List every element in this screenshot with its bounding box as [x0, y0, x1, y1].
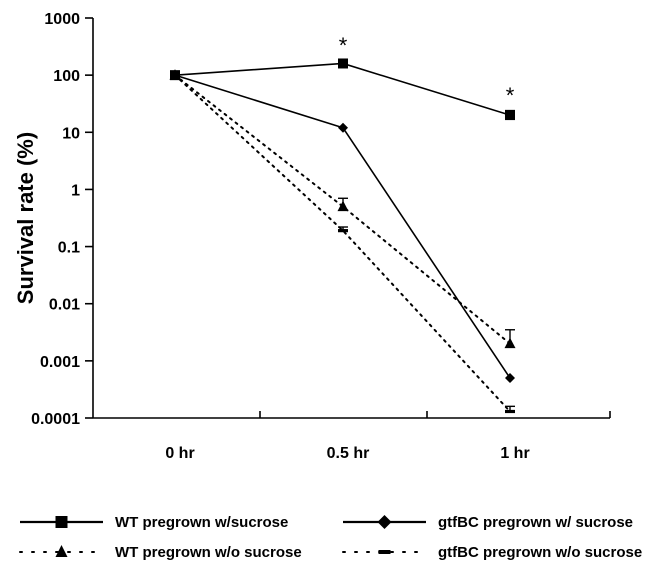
point-marker-dash: [505, 409, 515, 414]
series-line-1: [174, 62, 511, 116]
significance-annotations: **: [339, 33, 515, 108]
y-tick-label: 1: [71, 182, 80, 199]
point-marker-dash: [338, 229, 348, 233]
y-tick-label: 0.0001: [31, 411, 80, 428]
x-tick-labels: 0 hr 0.5 hr 1 hr: [165, 445, 529, 462]
point-marker-triangle: [337, 200, 349, 212]
y-tick-label: 100: [53, 68, 80, 85]
y-tick-label: 0.1: [58, 240, 80, 257]
legend-marker-square: [55, 516, 68, 528]
point-marker-diamond: [338, 122, 348, 133]
y-tick-label: 10: [62, 125, 80, 142]
y-tick-label: 0.01: [49, 297, 80, 314]
y-tick-label: 0.001: [40, 354, 80, 371]
chart-axes: [85, 17, 611, 419]
significance-marker: *: [506, 83, 515, 108]
series-markers: [169, 58, 516, 414]
legend-label: WT pregrown w/sucrose: [115, 514, 288, 531]
legend-marker-diamond: [377, 515, 392, 529]
x-tick-label: 0 hr: [165, 445, 194, 462]
point-marker-triangle: [504, 337, 516, 349]
point-marker-dash: [170, 73, 180, 77]
significance-marker: *: [339, 33, 348, 58]
y-axis-label: Survival rate (%): [13, 132, 38, 304]
point-marker-diamond: [505, 373, 515, 384]
point-marker-square: [338, 58, 348, 69]
series-lines: [174, 62, 511, 413]
point-marker-square: [505, 110, 515, 121]
legend-label: WT pregrown w/o sucrose: [115, 544, 302, 561]
x-tick-label: 0.5 hr: [327, 445, 370, 462]
series-line-3: [174, 74, 511, 345]
legend-marker-triangle: [55, 545, 68, 557]
series-line-4: [174, 74, 511, 413]
error-bars: [338, 58, 515, 412]
y-tick-labels: 1000 100 10 1 0.1 0.01 0.001 0.0001: [31, 11, 80, 428]
x-tick-label: 1 hr: [500, 445, 529, 462]
y-tick-label: 1000: [44, 11, 80, 28]
legend-marker-dash: [378, 550, 391, 554]
legend: WT pregrown w/sucrose gtfBC pregrown w/ s…: [19, 514, 642, 561]
legend-label: gtfBC pregrown w/o sucrose: [438, 544, 642, 561]
legend-label: gtfBC pregrown w/ sucrose: [438, 514, 633, 531]
